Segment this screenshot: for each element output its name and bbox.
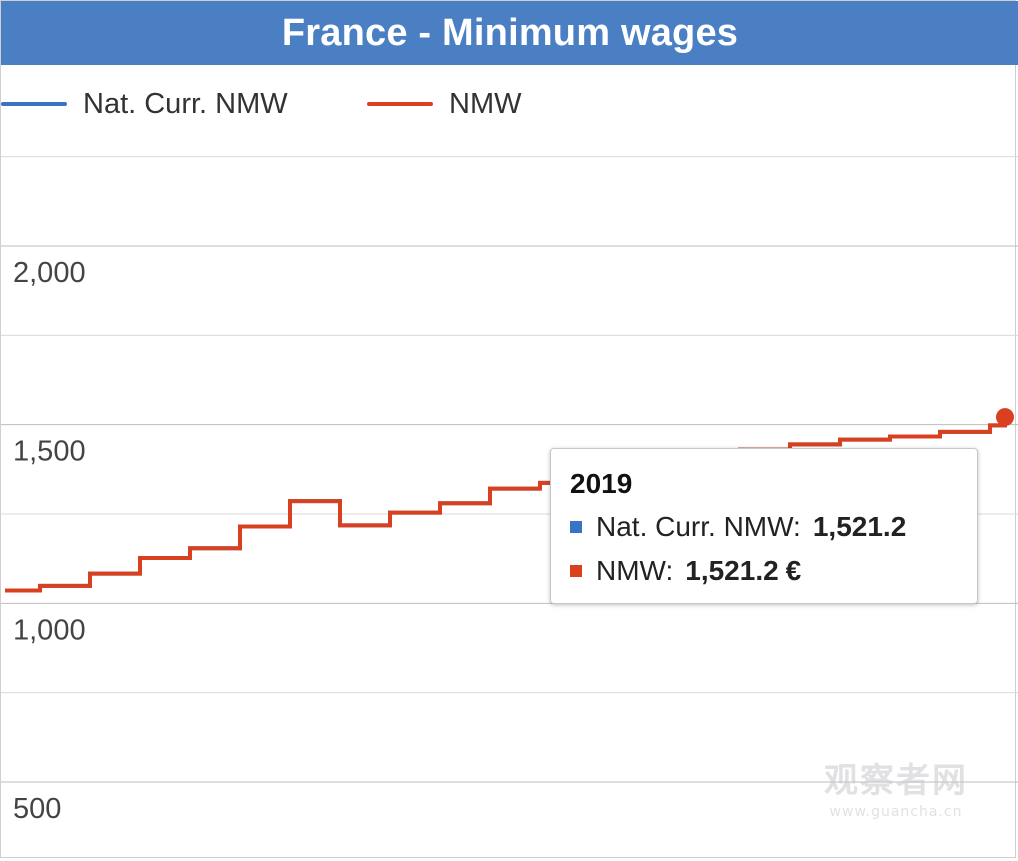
watermark: 观察者网 www.guancha.cn [801,753,991,833]
legend-label-nat-curr-nmw: Nat. Curr. NMW [83,87,288,120]
tooltip-row-nmw: NMW: 1,521.2 € [570,549,977,593]
legend-label-nmw: NMW [449,87,522,120]
chart-title: France - Minimum wages [281,11,739,54]
tooltip-swatch-nmw [570,565,582,577]
series-line-nmw[interactable] [5,417,1007,593]
chart-legend: Nat. Curr. NMW NMW [1,79,1018,129]
tooltip-series-label: Nat. Curr. NMW: [596,511,801,542]
tooltip-value: 1,521.2 [812,511,907,542]
tooltip-row-nat-curr-nmw: Nat. Curr. NMW: 1,521.2 [570,505,977,549]
tooltip-swatch-nat-curr-nmw [570,521,582,533]
legend-swatch-nmw [367,102,433,106]
legend-item-nmw[interactable]: NMW [367,79,521,129]
y-tick-label: 2,000 [13,257,86,289]
chart-title-bar: France - Minimum wages [1,1,1018,65]
y-tick-label: 500 [13,793,61,825]
y-tick-label: 1,500 [13,436,86,468]
watermark-url: www.guancha.cn [829,804,963,820]
tooltip-series-label: NMW: [596,555,674,586]
watermark-text: 观察者网 [824,761,968,801]
tooltip-unit: € [785,555,802,586]
highlight-point[interactable] [996,408,1014,427]
chart-series [5,408,1014,593]
tooltip-title: 2019 [570,468,633,499]
legend-swatch-nat-curr-nmw [1,102,67,106]
data-tooltip: 2019 Nat. Curr. NMW: 1,521.2 NMW: 1,521.… [550,448,978,604]
tooltip-value: 1,521.2 [685,555,779,586]
legend-item-nat-curr-nmw[interactable]: Nat. Curr. NMW [1,79,288,129]
y-axis-tick-labels: 500 1,000 1,500 2,000 [13,257,86,825]
y-tick-label: 1,000 [13,614,86,646]
